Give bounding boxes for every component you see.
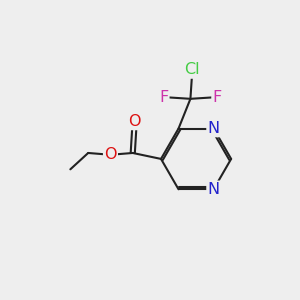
Text: F: F <box>159 90 168 105</box>
Text: N: N <box>208 182 220 197</box>
Text: N: N <box>208 121 220 136</box>
Text: O: O <box>104 147 117 162</box>
Text: O: O <box>128 114 140 129</box>
Text: F: F <box>212 90 222 105</box>
Text: Cl: Cl <box>184 62 200 77</box>
